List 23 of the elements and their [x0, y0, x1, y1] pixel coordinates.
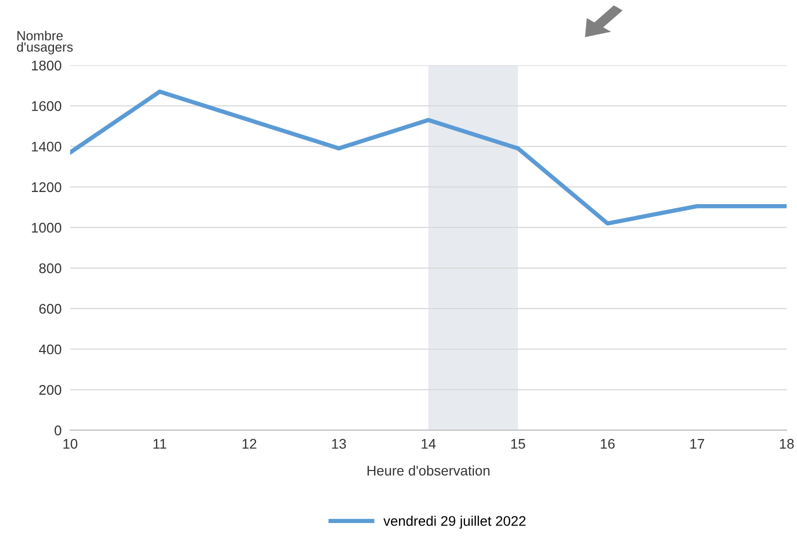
x-tick-label: 15 [511, 439, 526, 449]
y-tick-label: 1000 [32, 222, 62, 233]
x-tick-label: 16 [600, 438, 615, 449]
x-tick-label: 10 [63, 438, 78, 449]
x-tick-label: 13 [332, 438, 346, 449]
y-tick-label: 400 [38, 344, 62, 354]
y-tick-label: 1200 [32, 182, 62, 192]
x-axis-title: Heure d'observation [368, 465, 490, 476]
y-tick-label: 0 [54, 426, 62, 436]
line-series [70, 90, 787, 226]
x-tick-label: 11 [154, 439, 166, 449]
x-tick-label: 18 [780, 438, 794, 449]
y-tick-label: 1600 [32, 101, 62, 112]
y-tick-label: 1400 [32, 142, 62, 152]
x-tick-label: 12 [242, 438, 256, 449]
y-axis-title: Nombre d'usagers [16, 30, 73, 54]
y-tick-label: 200 [39, 385, 62, 395]
y-tick-label: 1800 [32, 60, 62, 70]
x-tick-label: 17 [690, 439, 704, 449]
legend-label: vendredi 29 juillet 2022 [383, 516, 526, 529]
y-tick-label: 800 [39, 263, 62, 274]
x-tick-label: 14 [422, 439, 436, 449]
y-tick-label: 600 [39, 304, 62, 314]
